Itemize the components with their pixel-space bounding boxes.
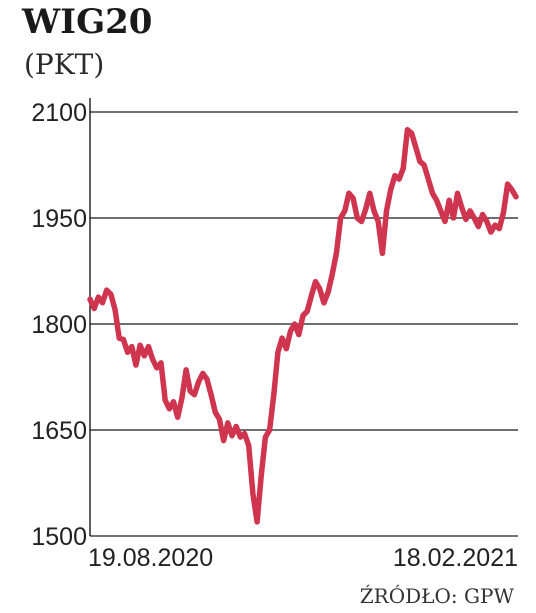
x-tick-labels: 19.08.2020 18.02.2021 — [88, 544, 518, 572]
chart-title: WIG20 — [22, 2, 153, 42]
grid-lines — [90, 111, 518, 537]
x-tick-label: 18.02.2021 — [393, 544, 518, 572]
y-tick-label: 2100 — [31, 99, 87, 127]
series-group — [87, 126, 519, 525]
y-tick-label: 1650 — [31, 417, 87, 445]
x-tick-label: 19.08.2020 — [88, 544, 213, 572]
y-tick-label: 1950 — [31, 205, 87, 233]
y-tick-label: 1500 — [31, 523, 87, 551]
y-tick-label: 1800 — [31, 311, 87, 339]
series-line — [87, 126, 519, 525]
y-tick-labels: 2100 1950 1800 1650 1500 — [31, 99, 87, 551]
source-note: ŹRÓDŁO: GPW — [359, 584, 514, 608]
chart-subtitle: (PKT) — [24, 48, 105, 81]
